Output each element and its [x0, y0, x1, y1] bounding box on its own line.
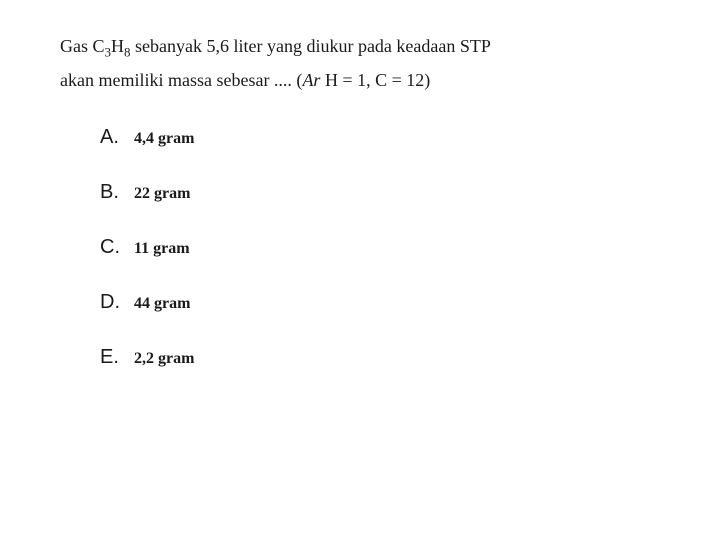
option-text: 22 gram — [134, 185, 190, 203]
ar-italic: Ar — [302, 70, 320, 90]
option-letter: A. — [100, 126, 126, 149]
option-text: 11 gram — [134, 240, 190, 258]
option-letter: E. — [100, 346, 126, 369]
options-container: A. 4,4 gram B. 22 gram C. 11 gram D. 44 … — [60, 126, 658, 369]
option-b[interactable]: B. 22 gram — [100, 181, 658, 204]
option-c[interactable]: C. 11 gram — [100, 236, 658, 259]
question-part-4: akan memiliki massa sebesar .... ( — [60, 70, 302, 90]
question-text: Gas C3H8 sebanyak 5,6 liter yang diukur … — [60, 30, 658, 96]
option-letter: D. — [100, 291, 126, 314]
question-part-3: sebanyak 5,6 liter yang diukur pada kead… — [131, 36, 491, 56]
option-d[interactable]: D. 44 gram — [100, 291, 658, 314]
option-text: 4,4 gram — [134, 130, 194, 148]
question-part-2: H — [111, 36, 124, 56]
option-e[interactable]: E. 2,2 gram — [100, 346, 658, 369]
question-part-1: Gas C — [60, 36, 105, 56]
option-text: 44 gram — [134, 295, 190, 313]
option-letter: C. — [100, 236, 126, 259]
question-part-5: H = 1, C = 12) — [320, 70, 430, 90]
option-text: 2,2 gram — [134, 350, 194, 368]
option-letter: B. — [100, 181, 126, 204]
option-a[interactable]: A. 4,4 gram — [100, 126, 658, 149]
